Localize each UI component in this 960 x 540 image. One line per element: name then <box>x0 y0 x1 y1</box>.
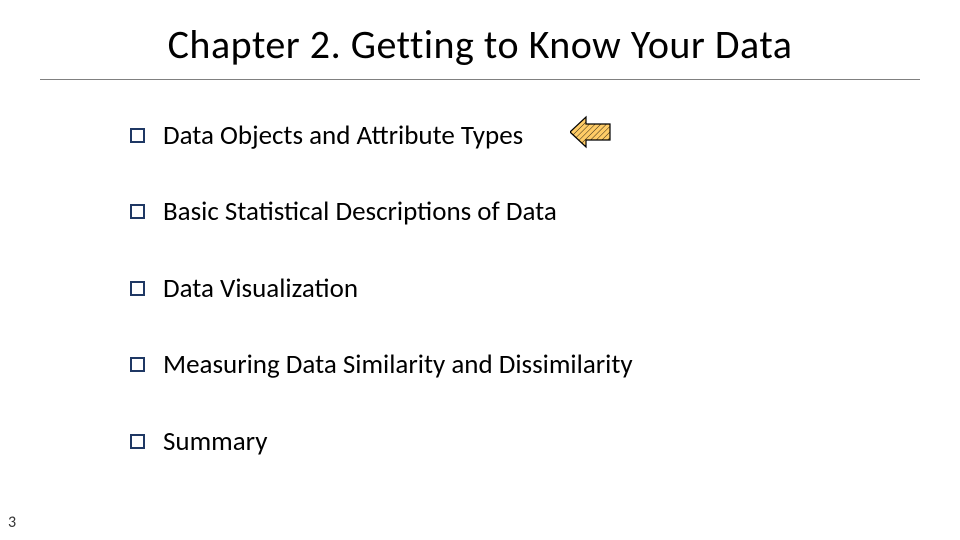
bullet-box-icon <box>130 357 145 372</box>
bullet-box-icon <box>130 281 145 296</box>
bullet-list: Data Objects and Attribute Types Basic S… <box>0 120 960 458</box>
page-number: 3 <box>8 513 16 532</box>
bullet-text: Data Objects and Attribute Types <box>163 120 523 152</box>
slide-container: Chapter 2. Getting to Know Your Data Dat… <box>0 0 960 540</box>
list-item: Basic Statistical Descriptions of Data <box>130 196 900 228</box>
bullet-text: Measuring Data Similarity and Dissimilar… <box>163 349 633 381</box>
bullet-text: Basic Statistical Descriptions of Data <box>163 196 557 228</box>
bullet-box-icon <box>130 204 145 219</box>
slide-title: Chapter 2. Getting to Know Your Data <box>40 20 920 80</box>
list-item: Summary <box>130 426 900 458</box>
bullet-text: Data Visualization <box>163 273 358 305</box>
list-item: Data Objects and Attribute Types <box>130 120 900 152</box>
bullet-box-icon <box>130 128 145 143</box>
bullet-box-icon <box>130 434 145 449</box>
bullet-text: Summary <box>163 426 267 458</box>
pointer-arrow-icon <box>570 115 612 154</box>
list-item: Data Visualization <box>130 273 900 305</box>
list-item: Measuring Data Similarity and Dissimilar… <box>130 349 900 381</box>
